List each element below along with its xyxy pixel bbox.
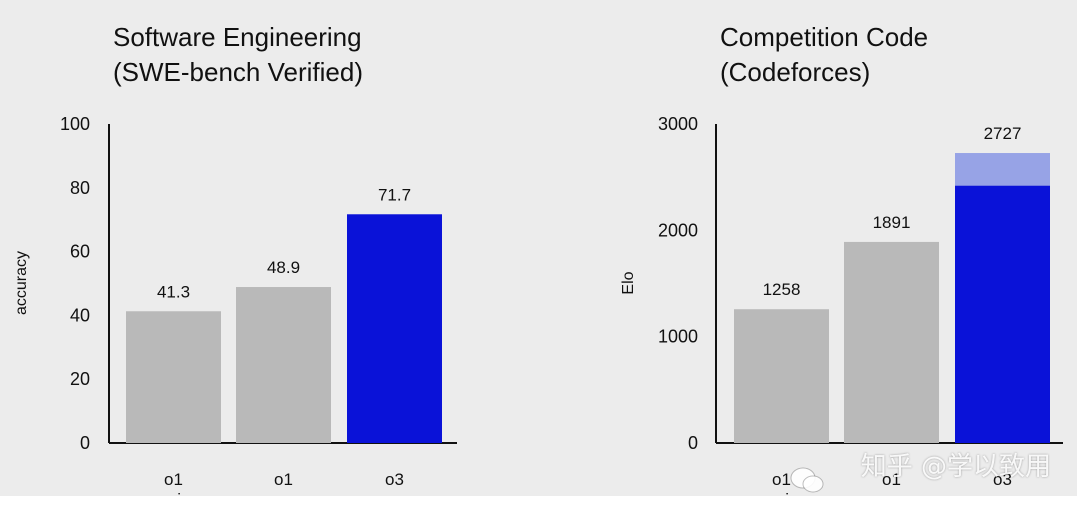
- y-tick-label: 40: [70, 305, 90, 325]
- y-tick-label: 80: [70, 178, 90, 198]
- bar: [236, 287, 331, 443]
- bar-extension: [955, 153, 1050, 186]
- bottom-strip: [0, 496, 1077, 510]
- x-category-label: o1: [164, 470, 183, 489]
- y-tick-label: 20: [70, 369, 90, 389]
- chart-2: Competition Code (Codeforces) Elo 0 1000 2000…: [620, 22, 1063, 509]
- bar: [734, 309, 829, 443]
- x-category-label: o3: [993, 470, 1012, 489]
- y-tick-label: 0: [80, 433, 90, 453]
- data-label: 48.9: [267, 258, 300, 277]
- bar: [126, 311, 221, 443]
- x-category-label: o1: [772, 470, 791, 489]
- y-tick-label: 100: [60, 114, 90, 134]
- x-category-label: o3: [385, 470, 404, 489]
- y-axis-label: Elo: [620, 271, 637, 294]
- data-label: 71.7: [378, 185, 411, 204]
- x-category-label: o1: [882, 470, 901, 489]
- y-tick-label: 60: [70, 242, 90, 262]
- chart-1: Software Engineering (SWE-bench Verified)…: [13, 22, 457, 509]
- bar: [347, 214, 442, 443]
- chart-title-line: Software Engineering: [113, 22, 362, 52]
- bar: [844, 241, 939, 443]
- chart-title-line: (Codeforces): [720, 57, 870, 87]
- wechat-bubble-icon: [790, 467, 824, 493]
- y-tick-label: 2000: [658, 220, 698, 240]
- x-category-label: o1: [274, 470, 293, 489]
- chart-title-line: Competition Code: [720, 22, 928, 52]
- chart-title-line: (SWE-bench Verified): [113, 57, 363, 87]
- y-tick-label: 0: [688, 433, 698, 453]
- y-tick-label: 3000: [658, 114, 698, 134]
- data-label: 1258: [763, 280, 801, 299]
- bar: [955, 185, 1050, 443]
- data-label: 41.3: [157, 282, 190, 301]
- data-label: 1891: [873, 213, 911, 232]
- watermark-text: 知乎 @学以致用: [860, 452, 1051, 482]
- y-tick-label: 1000: [658, 327, 698, 347]
- data-label: 2727: [984, 124, 1022, 143]
- y-axis-label: accuracy: [13, 251, 30, 315]
